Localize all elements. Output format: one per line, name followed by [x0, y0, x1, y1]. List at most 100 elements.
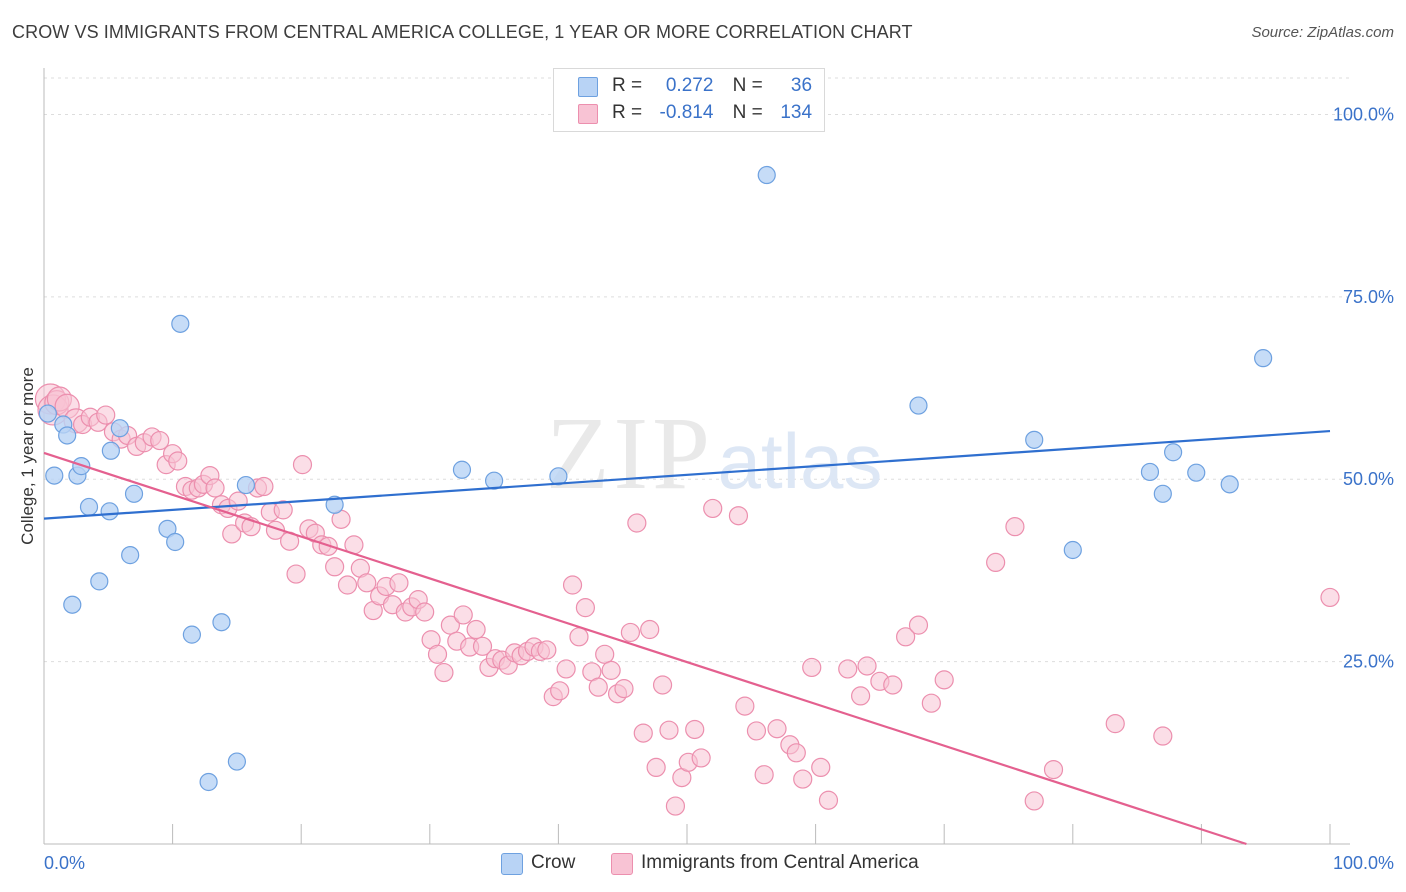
y-tick-label: 100.0% [1333, 104, 1394, 124]
bottom-crow-swatch [501, 853, 523, 875]
crow-point [1220, 475, 1239, 494]
imm-point [659, 720, 679, 740]
imm-point [1105, 714, 1125, 734]
crow-point [485, 471, 504, 490]
imm-point [389, 573, 409, 593]
tick-labels: 25.0% 50.0% 75.0% 100.0% 0.0% 100.0% [44, 104, 1394, 873]
crow-point [63, 595, 82, 614]
imm-point [883, 675, 903, 695]
crow-points [38, 165, 1273, 792]
imm-point [802, 657, 822, 678]
imm-n-label: N = [732, 102, 763, 123]
imm-point [1024, 791, 1044, 811]
imm-r-label: R = [612, 102, 643, 123]
crow-point [1063, 540, 1082, 560]
imm-point [1153, 726, 1173, 746]
crow-point [549, 467, 568, 486]
crow-point [1153, 484, 1172, 503]
imm-point [627, 513, 647, 533]
crow-point [236, 475, 256, 495]
imm-point [601, 660, 621, 680]
imm-point [986, 552, 1006, 573]
imm-point [746, 721, 767, 741]
x-tick-label: 100.0% [1333, 853, 1394, 873]
imm-point [1043, 759, 1064, 780]
imm-n-value: 134 [780, 102, 813, 123]
crow-point [182, 625, 201, 644]
y-tick-label: 25.0% [1343, 652, 1394, 672]
crow-point [58, 426, 77, 445]
imm-point [205, 478, 225, 498]
crow-r-value: 0.272 [665, 75, 714, 96]
crow-point [757, 165, 776, 185]
crow-point [909, 396, 928, 415]
crow-point [101, 441, 120, 460]
imm-point [1320, 587, 1340, 608]
bottom-crow-label: Crow [531, 852, 576, 873]
imm-point [908, 615, 929, 635]
imm-point [754, 765, 774, 785]
crow-point [1187, 463, 1206, 482]
crow-r-label: R = [612, 75, 643, 96]
imm-point [646, 757, 666, 778]
crow-point [79, 497, 99, 517]
imm-point [851, 686, 871, 706]
imm-point [286, 564, 306, 584]
imm-point [633, 723, 653, 743]
imm-point [453, 605, 473, 625]
imm-point [588, 677, 608, 697]
imm-point [640, 619, 660, 640]
imm-point [575, 598, 596, 618]
imm-r-value: -0.814 [659, 102, 714, 123]
imm-point [595, 644, 615, 664]
crow-point [1025, 430, 1044, 449]
imm-point [818, 790, 839, 810]
imm-point [337, 575, 358, 595]
imm-point [786, 743, 806, 763]
imm-point [357, 573, 377, 593]
chart-title: CROW VS IMMIGRANTS FROM CENTRAL AMERICA … [12, 22, 913, 42]
imm-point [325, 557, 345, 577]
crow-trend-line [43, 429, 1331, 520]
imm-point [537, 640, 557, 660]
imm-point [562, 575, 583, 595]
imm-point [703, 498, 723, 519]
crow-point [212, 613, 231, 632]
imm-point [1005, 517, 1025, 537]
watermark-zip: ZIP [546, 396, 714, 511]
imm-point [168, 451, 188, 471]
crow-point [452, 460, 472, 479]
imm-point [793, 769, 813, 789]
imm-point [921, 693, 941, 713]
imm-point [550, 681, 570, 701]
watermark: ZIP atlas [546, 396, 882, 511]
crow-point [1164, 443, 1183, 462]
imm-point [415, 602, 435, 622]
trend-lines [43, 429, 1331, 846]
imm-point [222, 524, 242, 544]
imm-point [767, 719, 787, 739]
imm-trend-line [43, 451, 1247, 846]
imm-point [434, 662, 454, 683]
bottom-imm-swatch [611, 853, 633, 875]
imm-point [228, 491, 248, 511]
x-tick-label: 0.0% [44, 853, 85, 873]
imm-point [811, 757, 831, 778]
watermark-atlas: atlas [718, 417, 883, 505]
imm-point [691, 748, 711, 768]
y-tick-label: 75.0% [1343, 287, 1394, 307]
crow-point [100, 502, 119, 521]
imm-point [472, 636, 493, 656]
chart-source: Source: ZipAtlas.com [1251, 24, 1394, 41]
legend-crow-text: R = 0.272 N = 36 [612, 75, 812, 97]
imm-swatch [578, 104, 598, 124]
imm-point [620, 622, 641, 643]
grid-lines [44, 77, 1350, 663]
crow-point [166, 532, 185, 552]
crow-point [110, 419, 129, 438]
crow-point [90, 572, 109, 591]
axes [43, 68, 1350, 845]
imm-point [614, 679, 634, 699]
y-axis-label: College, 1 year or more [18, 367, 37, 545]
